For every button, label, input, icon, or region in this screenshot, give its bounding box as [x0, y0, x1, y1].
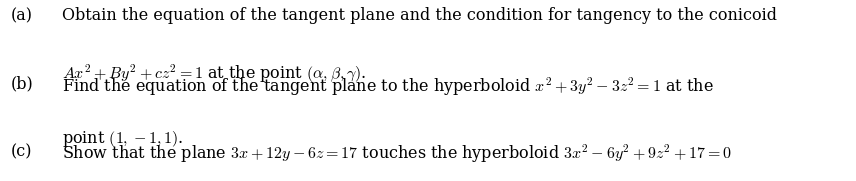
Text: point $(1, -1, 1)$.: point $(1, -1, 1)$. [62, 129, 183, 149]
Text: Show that the plane $3x+12y-6z = 17$ touches the hyperboloid $3x^2-6y^2+9z^2+17 : Show that the plane $3x+12y-6z = 17$ tou… [62, 143, 732, 165]
Text: (c): (c) [10, 143, 32, 160]
Text: (a): (a) [10, 7, 33, 24]
Text: $Ax^2 + By^2 + cz^2 = 1$ at the point $(\alpha, \beta, \gamma)$.: $Ax^2 + By^2 + cz^2 = 1$ at the point $(… [62, 62, 366, 85]
Text: Find the equation of the tangent plane to the hyperboloid $x^2 + 3y^2 - 3z^2 = 1: Find the equation of the tangent plane t… [62, 75, 713, 98]
Text: Obtain the equation of the tangent plane and the condition for tangency to the c: Obtain the equation of the tangent plane… [62, 7, 776, 24]
Text: (b): (b) [10, 75, 33, 92]
